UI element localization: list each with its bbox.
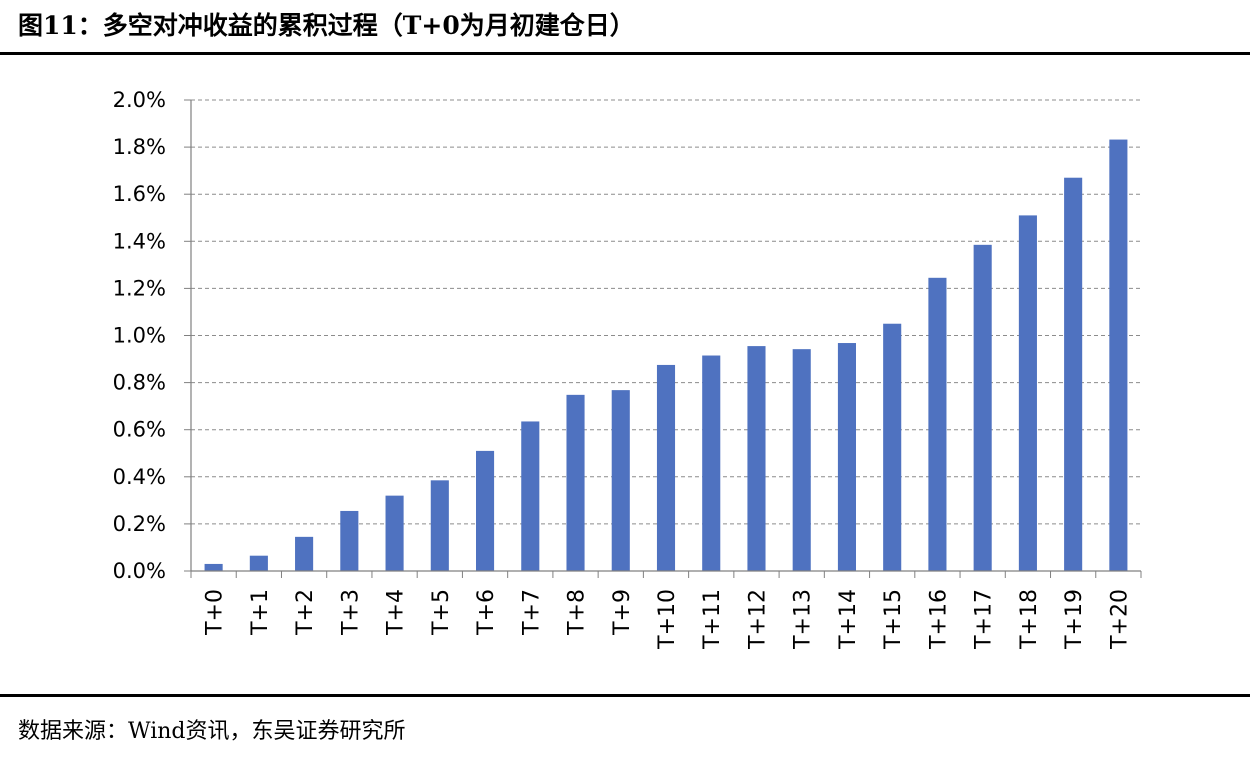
x-tick-label: T+9 (610, 589, 635, 636)
x-tick-label: T+11 (700, 589, 725, 650)
y-tick-label: 1.2% (113, 276, 166, 300)
x-tick-label: T+4 (384, 589, 409, 636)
x-tick-label: T+8 (565, 589, 590, 636)
y-tick-label: 0.6% (113, 418, 166, 442)
bar-T-plus-0 (204, 563, 223, 571)
bar-T-plus-12 (747, 346, 766, 571)
x-tick-label: T+14 (836, 589, 861, 650)
y-tick-label: 2.0% (113, 88, 166, 112)
x-tick-label: T+13 (791, 589, 816, 650)
bar-T-plus-3 (340, 510, 359, 571)
bar-T-plus-5 (430, 480, 449, 571)
top-rule (0, 52, 1250, 55)
x-tick-label: T+1 (248, 589, 273, 636)
x-tick-label: T+16 (926, 589, 951, 650)
x-tick-label: T+12 (745, 589, 770, 650)
bar-T-plus-18 (1018, 215, 1037, 571)
axes (184, 99, 1142, 578)
bar-T-plus-13 (792, 349, 811, 571)
figure-title: 图11：多空对冲收益的累积过程（T+0为月初建仓日） (18, 11, 635, 40)
bar-T-plus-15 (883, 323, 902, 571)
bar-T-plus-8 (566, 394, 585, 571)
x-tick-label: T+18 (1017, 589, 1042, 650)
y-tick-label: 0.0% (113, 559, 166, 583)
bar-T-plus-2 (295, 536, 314, 571)
bar-T-plus-16 (928, 277, 947, 571)
bar-T-plus-19 (1064, 177, 1083, 571)
bar-T-plus-14 (837, 343, 856, 571)
x-tick-label: T+7 (519, 589, 544, 636)
bar-T-plus-11 (702, 355, 721, 571)
bar-T-plus-17 (973, 244, 992, 571)
x-tick-label: T+17 (972, 589, 997, 650)
bar-T-plus-1 (249, 555, 268, 571)
x-tick-label: T+19 (1062, 589, 1087, 650)
bars (204, 139, 1128, 571)
y-tick-label: 1.4% (113, 229, 166, 253)
x-tick-label: T+6 (474, 589, 499, 636)
bar-T-plus-20 (1109, 139, 1128, 571)
x-tick-label: T+5 (429, 589, 454, 636)
bar-T-plus-4 (385, 495, 404, 571)
bar-T-plus-6 (476, 450, 495, 571)
x-tick-label: T+0 (203, 589, 228, 636)
y-tick-label: 0.2% (113, 512, 166, 536)
bar-T-plus-7 (521, 421, 540, 571)
bar-T-plus-9 (611, 390, 630, 571)
x-tick-label: T+3 (338, 589, 363, 636)
y-tick-label: 0.4% (113, 465, 166, 489)
y-tick-labels: 0.0% 0.2% 0.4% 0.6% 0.8% 1.0% 1.2% 1.4% 1.6% 1.8%… (113, 88, 166, 583)
y-tick-label: 1.6% (113, 182, 166, 206)
x-tick-label: T+20 (1107, 589, 1132, 650)
x-tick-label: T+15 (881, 589, 906, 650)
bottom-rule (0, 694, 1250, 697)
x-tick-label: T+10 (655, 589, 680, 650)
x-tick-labels: T+0 T+1 T+2 T+3 T+4 T+5 T+6 T+7 T+8 T+9 T+10 T+11 T+… (203, 589, 1133, 650)
y-tick-label: 0.8% (113, 371, 166, 395)
y-tick-label: 1.0% (113, 324, 166, 348)
bar-T-plus-10 (656, 364, 676, 571)
y-tick-label: 1.8% (113, 135, 166, 159)
source-note: 数据来源：Wind资讯，东吴证券研究所 (18, 719, 406, 744)
x-tick-label: T+2 (293, 589, 318, 636)
